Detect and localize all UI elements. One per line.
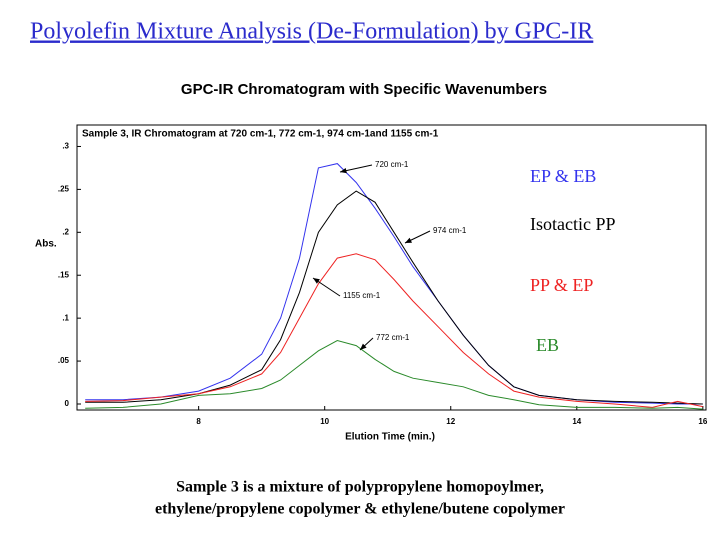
legend-label: Isotactic PP: [530, 214, 616, 234]
y-axis-label: Abs.: [35, 239, 57, 250]
series-line: [85, 339, 703, 410]
slide-title: Polyolefin Mixture Analysis (De-Formulat…: [30, 19, 593, 45]
y-tick-label: .05: [58, 356, 70, 365]
y-tick-label: .3: [62, 142, 69, 151]
series-line: [85, 163, 703, 405]
caption-line: Sample 3 is a mixture of polypropylene h…: [176, 479, 544, 496]
arrow-head: [340, 168, 347, 174]
caption-line: ethylene/propylene copolymer & ethylene/…: [155, 501, 565, 518]
series-line: [85, 190, 703, 405]
arrow-head: [405, 237, 412, 243]
legend-label: PP & EP: [530, 275, 593, 295]
x-tick-label: 16: [698, 417, 707, 426]
y-tick-label: .25: [58, 184, 70, 193]
legend-label: EB: [536, 335, 559, 355]
x-tick-label: 12: [446, 417, 455, 426]
plot-frame: [76, 124, 707, 411]
legend-label: EP & EB: [530, 166, 596, 186]
y-tick-label: .1: [62, 313, 69, 322]
y-tick-label: .15: [58, 270, 70, 279]
annotation: 772 cm-1: [376, 333, 410, 342]
x-tick-label: 8: [196, 417, 201, 426]
arrow-head: [313, 278, 320, 284]
annotation: 720 cm-1: [375, 160, 409, 169]
y-tick-label: 0: [65, 399, 70, 408]
arrow-head: [360, 343, 367, 350]
annotation: 974 cm-1: [433, 226, 467, 235]
x-tick-label: 10: [320, 417, 329, 426]
x-axis-label: Elution Time (min.): [345, 432, 435, 443]
series-line: [85, 253, 703, 408]
chart-title: GPC-IR Chromatogram with Specific Wavenu…: [181, 81, 547, 98]
y-tick-label: .2: [62, 227, 69, 236]
chart-subtitle: Sample 3, IR Chromatogram at 720 cm-1, 7…: [82, 129, 439, 140]
x-tick-label: 14: [572, 417, 581, 426]
annotation: 1155 cm-1: [343, 291, 381, 300]
